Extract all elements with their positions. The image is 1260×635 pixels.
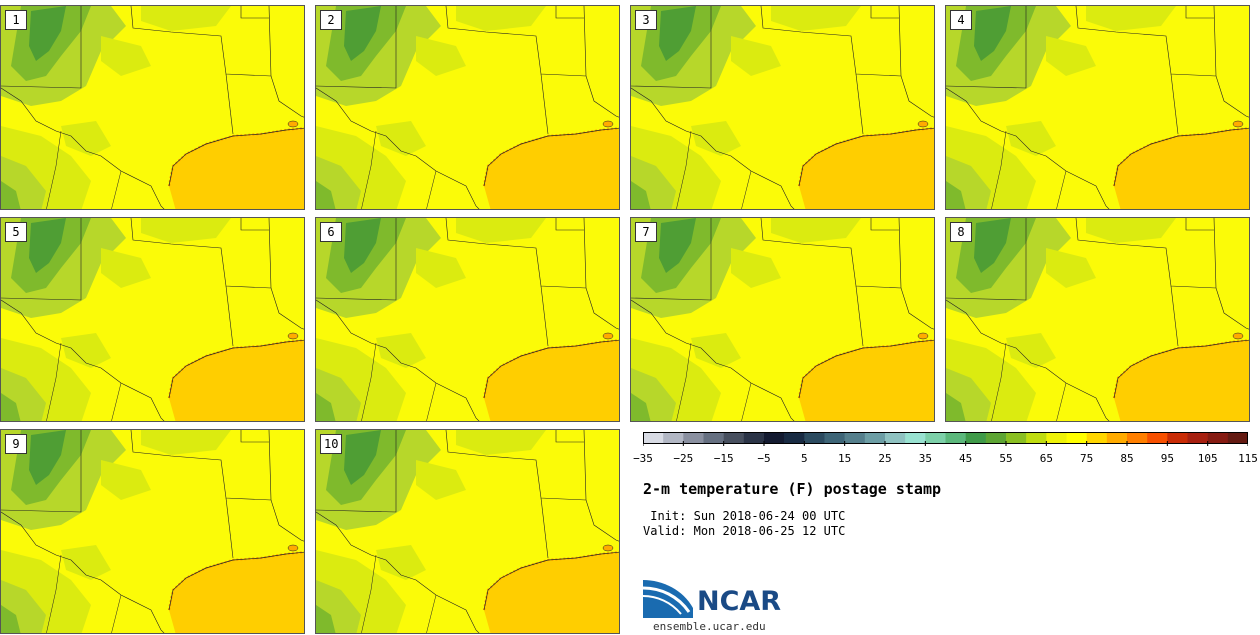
member-number: 7	[635, 222, 657, 242]
temperature-map	[946, 6, 1250, 210]
colorbar-swatch	[1086, 432, 1108, 444]
colorbar-swatch	[1006, 432, 1027, 444]
member-number: 3	[635, 10, 657, 30]
product-title: 2-m temperature (F) postage stamp	[643, 480, 942, 498]
map-panel[interactable]: 9	[0, 429, 305, 634]
init-value: Sun 2018-06-24 00 UTC	[693, 509, 846, 523]
map-panel[interactable]: 3	[630, 5, 935, 210]
colorbar-swatch	[723, 432, 745, 444]
map-panel[interactable]: 8	[945, 217, 1250, 422]
colorbar-tick-label: −35	[633, 452, 653, 465]
colorbar-swatch	[804, 432, 825, 444]
colorbar-swatch	[1187, 432, 1208, 444]
colorbar-swatch	[1066, 432, 1087, 444]
colorbar-swatch	[743, 432, 765, 444]
colorbar-swatch	[1167, 432, 1188, 444]
temperature-map	[1, 6, 305, 210]
colorbar-tick-label: 35	[918, 452, 932, 465]
colorbar-swatch	[764, 432, 785, 444]
colorbar-swatch	[824, 432, 845, 444]
colorbar-tick-label: −25	[673, 452, 694, 465]
temperature-colorbar	[643, 432, 1248, 446]
colorbar-swatch	[1127, 432, 1148, 444]
map-panel[interactable]: 1	[0, 5, 305, 210]
temperature-map	[316, 430, 620, 634]
colorbar-tick-label: 25	[878, 452, 892, 465]
member-number: 9	[5, 434, 27, 454]
site-url[interactable]: ensemble.ucar.edu	[653, 620, 766, 633]
ncar-logo-text[interactable]: NCAR	[697, 586, 782, 617]
colorbar-tick-label: −15	[713, 452, 734, 465]
member-number: 5	[5, 222, 27, 242]
member-number: 8	[950, 222, 972, 242]
map-panel[interactable]: 10	[315, 429, 620, 634]
colorbar-swatch	[1026, 432, 1047, 444]
colorbar-swatch	[703, 432, 724, 444]
member-number: 1	[5, 10, 27, 30]
colorbar-tick-label: 75	[1080, 452, 1094, 465]
member-number: 4	[950, 10, 972, 30]
init-label: Init:	[643, 509, 687, 523]
map-panel[interactable]: 2	[315, 5, 620, 210]
colorbar-tick-label: 55	[999, 452, 1013, 465]
colorbar-tick-label: 5	[801, 452, 808, 465]
temperature-map	[1, 430, 305, 634]
colorbar-swatch	[985, 432, 1007, 444]
colorbar-tick-label: −5	[757, 452, 771, 465]
colorbar-swatch	[905, 432, 926, 444]
colorbar-swatch	[945, 432, 966, 444]
init-line: Init: Sun 2018-06-24 00 UTC	[643, 509, 845, 523]
member-number: 10	[320, 434, 343, 454]
temperature-map	[316, 218, 620, 422]
member-number: 2	[320, 10, 342, 30]
map-panel[interactable]: 5	[0, 217, 305, 422]
colorbar-swatch	[683, 432, 704, 444]
temperature-map	[316, 6, 620, 210]
member-number: 6	[320, 222, 342, 242]
colorbar-swatch	[965, 432, 987, 444]
temperature-map	[631, 6, 935, 210]
colorbar-swatch	[1207, 432, 1229, 444]
map-panel[interactable]: 4	[945, 5, 1250, 210]
colorbar-tick-label: 85	[1120, 452, 1134, 465]
colorbar-swatch	[864, 432, 886, 444]
valid-value: Mon 2018-06-25 12 UTC	[693, 524, 846, 538]
colorbar-tick-label: 65	[1039, 452, 1053, 465]
colorbar-swatch	[885, 432, 906, 444]
colorbar-swatch	[784, 432, 805, 444]
temperature-map	[631, 218, 935, 422]
colorbar-swatch	[643, 432, 664, 444]
colorbar-swatch	[844, 432, 866, 444]
colorbar-swatch	[1106, 432, 1128, 444]
valid-line: Valid: Mon 2018-06-25 12 UTC	[643, 524, 845, 538]
colorbar-tick-label: 105	[1197, 452, 1218, 465]
colorbar-tick-label: 45	[959, 452, 973, 465]
colorbar-swatch	[663, 432, 684, 444]
valid-label: Valid:	[643, 524, 687, 538]
colorbar-border	[643, 432, 1248, 444]
colorbar-swatch	[925, 432, 946, 444]
colorbar-swatch	[1046, 432, 1067, 444]
temperature-map	[946, 218, 1250, 422]
temperature-map	[1, 218, 305, 422]
map-panel[interactable]: 7	[630, 217, 935, 422]
ncar-logo-icon[interactable]	[643, 578, 693, 620]
colorbar-tick-label: 15	[838, 452, 852, 465]
colorbar-swatch	[1227, 432, 1248, 444]
colorbar-swatch	[1147, 432, 1168, 444]
colorbar-tick-label: 115	[1238, 452, 1258, 465]
map-panel[interactable]: 6	[315, 217, 620, 422]
colorbar-tick-label: 95	[1160, 452, 1174, 465]
